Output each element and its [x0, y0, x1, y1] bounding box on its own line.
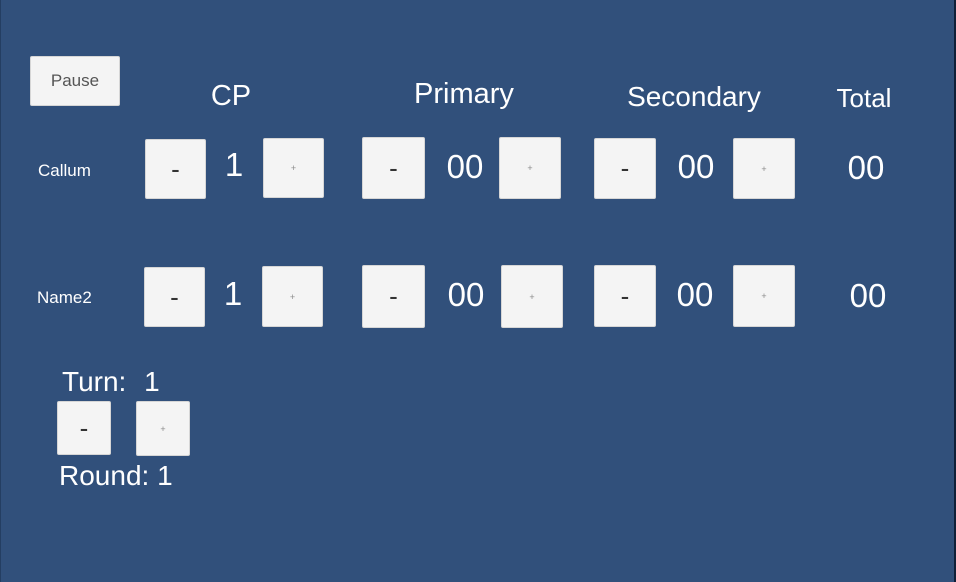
- round-value: 1: [157, 460, 173, 491]
- player-name: Callum: [38, 161, 91, 180]
- secondary-decrement-button[interactable]: -: [594, 265, 656, 327]
- turn-decrement-button[interactable]: -: [57, 401, 111, 455]
- secondary-value: 00: [676, 276, 714, 313]
- cp-value: 1: [223, 275, 243, 312]
- primary-value: 00: [446, 148, 484, 185]
- primary-value: 00: [447, 276, 485, 313]
- turn-display: Turn: 1: [62, 366, 160, 398]
- turn-value: 1: [144, 366, 160, 397]
- left-edge: [0, 0, 1, 582]
- total-value: 00: [847, 149, 885, 186]
- secondary-decrement-button[interactable]: -: [594, 138, 656, 199]
- header-cp: CP: [210, 80, 252, 112]
- pause-button[interactable]: Pause: [30, 56, 120, 106]
- round-label: Round:: [59, 460, 150, 491]
- right-edge: [954, 0, 956, 582]
- turn-increment-button[interactable]: +: [136, 401, 190, 456]
- cp-value: 1: [224, 146, 244, 183]
- primary-decrement-button[interactable]: -: [362, 265, 425, 328]
- round-display: Round: 1: [59, 460, 173, 492]
- cp-increment-button[interactable]: +: [263, 138, 324, 198]
- header-secondary: Secondary: [627, 81, 761, 112]
- primary-increment-button[interactable]: +: [499, 137, 561, 199]
- turn-label: Turn:: [62, 366, 127, 397]
- secondary-increment-button[interactable]: +: [733, 265, 795, 327]
- secondary-increment-button[interactable]: +: [733, 138, 795, 199]
- primary-decrement-button[interactable]: -: [362, 137, 425, 199]
- cp-increment-button[interactable]: +: [262, 266, 323, 327]
- header-primary: Primary: [414, 78, 514, 110]
- cp-decrement-button[interactable]: -: [144, 267, 205, 327]
- secondary-value: 00: [677, 148, 715, 185]
- player-name: Name2: [37, 288, 92, 307]
- primary-increment-button[interactable]: +: [501, 265, 563, 328]
- header-total: Total: [836, 83, 892, 113]
- total-value: 00: [849, 277, 887, 314]
- cp-decrement-button[interactable]: -: [145, 139, 206, 199]
